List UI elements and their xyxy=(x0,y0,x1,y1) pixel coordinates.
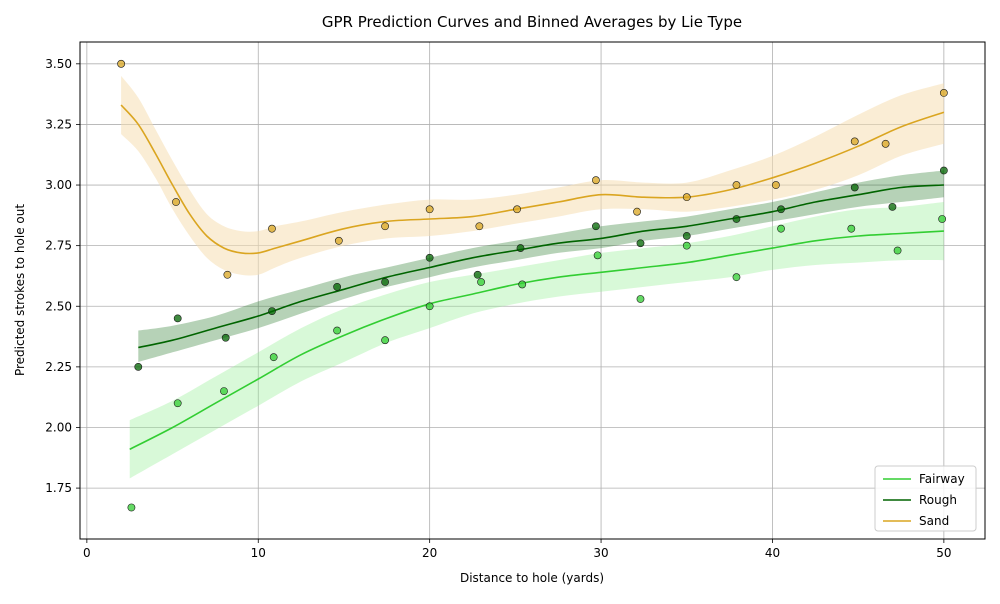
plot-frame xyxy=(79,41,986,540)
fairway-binned-point xyxy=(173,399,182,408)
sand-binned-point xyxy=(381,222,389,231)
sand-binned-point xyxy=(850,137,859,146)
sand-binned-point xyxy=(633,207,641,216)
fairway-binned-point xyxy=(269,353,278,362)
x-tick-label: 0 xyxy=(83,546,91,560)
y-tick-label: 2.25 xyxy=(45,360,72,374)
legend-label-rough: Rough xyxy=(919,493,957,507)
fairway-binned-point xyxy=(938,215,947,223)
y-tick-label: 3.25 xyxy=(45,117,72,131)
fairway-binned-point xyxy=(220,387,228,396)
rough-binned-point xyxy=(425,253,434,262)
rough-binned-point xyxy=(173,314,182,323)
sand-confidence-band xyxy=(121,75,944,276)
x-tick-label: 50 xyxy=(936,546,951,560)
legend-label-sand: Sand xyxy=(919,514,949,528)
rough-binned-point xyxy=(777,205,785,214)
chart-title: GPR Prediction Curves and Binned Average… xyxy=(322,13,742,31)
y-tick-label: 1.75 xyxy=(45,481,72,495)
rough-binned-point xyxy=(939,166,948,175)
fairway-prediction-line xyxy=(129,230,944,451)
fairway-binned-point xyxy=(893,246,902,255)
legend: Fairway Rough Sand xyxy=(874,465,977,532)
rough-binned-point xyxy=(732,215,741,223)
rough-binned-point xyxy=(473,270,482,279)
fairway-binned-point xyxy=(425,302,434,311)
fairway-binned-point xyxy=(847,224,856,233)
rough-prediction-line xyxy=(138,184,944,349)
fairway-binned-point xyxy=(682,241,691,250)
rough-binned-point xyxy=(682,232,691,240)
sand-binned-point xyxy=(682,193,691,202)
confidence-bands xyxy=(121,75,944,479)
rough-binned-point xyxy=(888,202,897,211)
x-axis-label: Distance to hole (yards) xyxy=(460,571,604,585)
rough-binned-point xyxy=(134,362,143,371)
prediction-curves xyxy=(120,104,945,451)
sand-binned-point xyxy=(513,205,521,214)
fairway-binned-point xyxy=(333,326,342,335)
fairway-binned-point xyxy=(593,251,602,260)
fairway-binned-point xyxy=(732,273,741,282)
fairway-binned-point xyxy=(518,280,527,289)
sand-binned-point xyxy=(425,205,434,214)
y-tick-label: 2.50 xyxy=(45,299,72,313)
axis-ticks: 0 10 20 30 40 50 1.75 2.00 2.25 2.50 2.75 3.00 3.25 3… xyxy=(45,57,951,560)
x-tick-label: 40 xyxy=(765,546,780,560)
rough-binned-point xyxy=(221,333,230,342)
sand-prediction-line xyxy=(120,104,945,255)
fairway-confidence-band xyxy=(129,202,944,479)
rough-binned-point xyxy=(516,244,525,252)
y-tick-label: 2.75 xyxy=(45,239,72,253)
binned-average-points xyxy=(117,59,948,512)
rough-binned-point xyxy=(333,282,342,291)
x-tick-label: 30 xyxy=(593,546,608,560)
y-tick-label: 2.00 xyxy=(45,420,72,434)
sand-binned-point xyxy=(117,59,126,68)
y-tick-label: 3.00 xyxy=(45,178,72,192)
fairway-binned-point xyxy=(477,278,485,286)
fairway-binned-point xyxy=(777,224,785,233)
sand-binned-point xyxy=(939,89,948,97)
sand-binned-point xyxy=(268,224,276,233)
sand-binned-point xyxy=(592,176,600,185)
sand-binned-point xyxy=(172,198,180,206)
y-axis-label: Predicted strokes to hole out xyxy=(13,204,27,376)
sand-binned-point xyxy=(881,139,890,148)
rough-binned-point xyxy=(268,307,276,316)
x-tick-label: 10 xyxy=(251,546,266,560)
sand-binned-point xyxy=(771,181,780,189)
fairway-binned-point xyxy=(636,295,645,303)
x-tick-label: 20 xyxy=(422,546,437,560)
sand-binned-point xyxy=(223,270,232,279)
sand-binned-point xyxy=(732,181,741,189)
sand-binned-point xyxy=(334,236,343,245)
fairway-binned-point xyxy=(127,503,136,512)
legend-label-fairway: Fairway xyxy=(919,472,965,486)
fairway-binned-point xyxy=(381,336,389,345)
rough-binned-point xyxy=(592,222,600,231)
y-tick-label: 3.50 xyxy=(45,57,72,71)
rough-binned-point xyxy=(636,239,645,248)
legend-frame xyxy=(874,465,977,532)
sand-binned-point xyxy=(475,222,484,231)
rough-confidence-band xyxy=(138,170,944,362)
rough-binned-point xyxy=(381,278,389,286)
rough-binned-point xyxy=(850,183,859,192)
